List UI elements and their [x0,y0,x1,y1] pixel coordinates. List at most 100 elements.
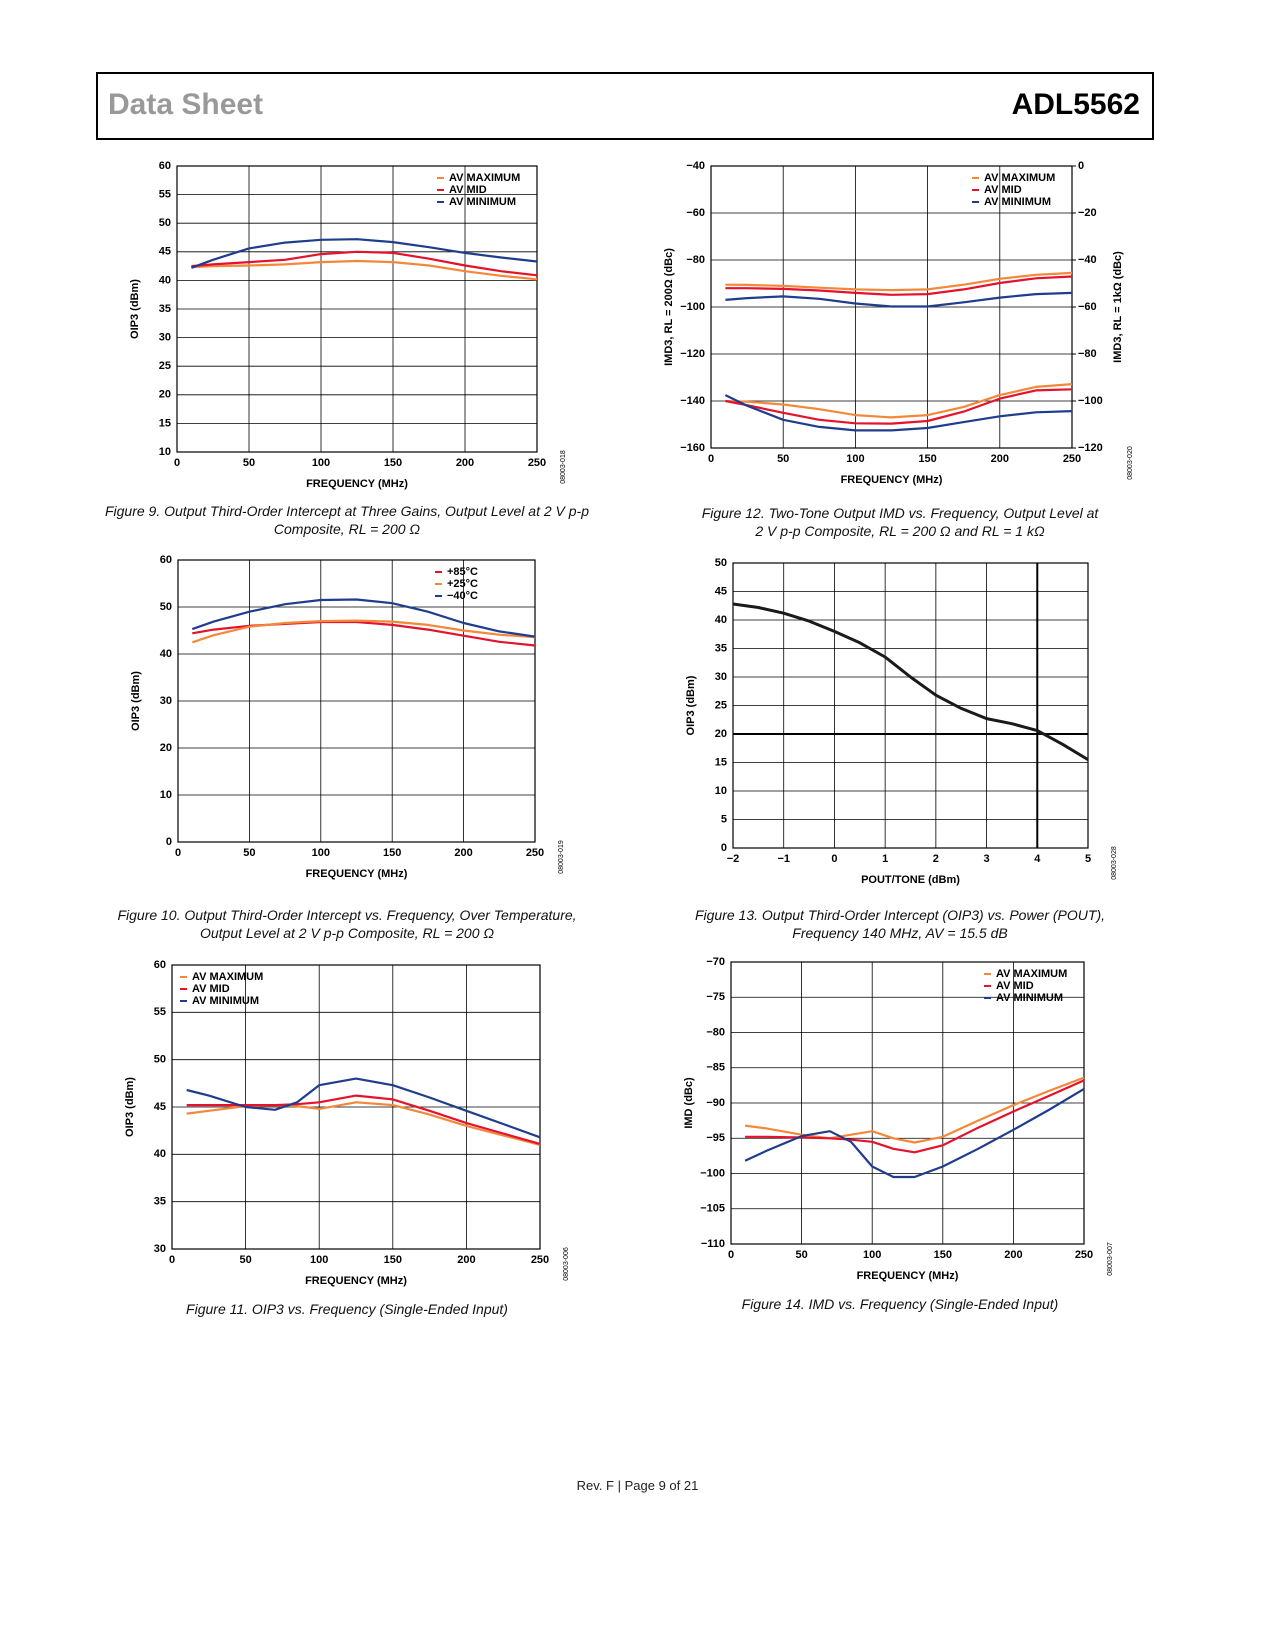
legend-label: AV MINIMUM [984,196,1051,208]
y-tick-label: 15 [159,417,171,429]
x-tick-label: 0 [831,853,837,865]
x-tick-label: 50 [243,847,255,859]
figure-code: 08003-020 [1127,446,1134,480]
figure-code: 08003-018 [560,450,567,484]
figure-caption: Figure 14. IMD vs. Frequency (Single-End… [741,1296,1059,1312]
x-tick-label: 250 [531,1254,549,1266]
y-tick-label: 10 [159,446,171,458]
figure-code: 08003-019 [558,840,565,874]
series-line [191,250,538,277]
legend-label: AV MINIMUM [996,992,1063,1004]
figure-caption: Figure 12. Two-Tone Output IMD vs. Frequ… [701,505,1099,539]
y-tick-label: −80 [686,254,705,266]
plot-frame [732,562,1089,849]
y-tick-label: −105 [700,1203,725,1215]
legend-label: AV MAXIMUM [192,971,263,983]
plot-frame [176,165,538,453]
y-tick-label: 50 [715,557,727,569]
x-tick-label: 0 [174,457,180,469]
legend-label: AV MINIMUM [192,995,259,1007]
y-tick-label: −75 [706,991,725,1003]
x-axis-label: FREQUENCY (MHz) [857,1270,959,1282]
y-tick-label: −140 [680,395,705,407]
y-axis-label: IMD3, RL = 200Ω (dBc) [663,248,675,366]
x-tick-label: 3 [984,853,990,865]
legend-label: AV MAXIMUM [996,968,1067,980]
legend-label: AV MINIMUM [449,196,516,208]
legend-label: −40°C [447,590,478,602]
x-tick-label: 200 [456,457,474,469]
y-tick-label: 50 [154,1054,166,1066]
x-tick-label: 100 [310,1254,328,1266]
x-tick-label: 2 [933,853,939,865]
x-tick-label: −1 [777,853,790,865]
series-line [725,271,1073,292]
x-tick-label: 100 [846,453,864,465]
y-tick-label: 60 [160,554,172,566]
x-axis-label: FREQUENCY (MHz) [306,478,408,490]
plot-frame [710,165,1073,449]
x-tick-label: 0 [169,1254,175,1266]
x-tick-label: 150 [384,457,402,469]
x-tick-label: 250 [528,457,546,469]
figure-caption: Figure 13. Output Third-Order Intercept … [694,907,1105,941]
y-tick-label: 0 [166,836,172,848]
y-axis-label: OIP3 (dBm) [124,1077,136,1137]
y-tick-label: 20 [159,389,171,401]
series-line [725,275,1073,296]
y2-tick-label: −120 [1078,442,1103,454]
y-tick-label: 30 [715,671,727,683]
y-tick-label: 40 [715,614,727,626]
figure-caption: Figure 11. OIP3 vs. Frequency (Single-En… [186,1301,508,1317]
y-tick-label: 45 [154,1101,166,1113]
y-tick-label: 40 [160,648,172,660]
y-tick-label: 50 [160,601,172,613]
y-tick-label: 20 [160,742,172,754]
x-tick-label: −2 [727,853,740,865]
x-tick-label: 150 [934,1249,952,1261]
y-tick-label: 50 [159,217,171,229]
y-tick-label: 25 [715,699,727,711]
x-tick-label: 0 [708,453,714,465]
x-tick-label: 150 [383,847,401,859]
y-tick-label: 30 [154,1243,166,1255]
y2-tick-label: −40 [1078,254,1097,266]
series-line [745,1079,1085,1154]
y-axis-label: OIP3 (dBm) [130,671,142,731]
x-tick-label: 150 [918,453,936,465]
footer: Rev. F | Page 9 of 21 [576,1478,699,1493]
y-tick-label: 55 [154,1006,166,1018]
x-axis-label: FREQUENCY (MHz) [841,474,943,486]
legend-label: AV MID [449,184,487,196]
y-tick-label: −70 [706,956,725,968]
figure-code: 08003-007 [1107,1242,1114,1276]
x-tick-label: 50 [777,453,789,465]
series-line [744,1076,1085,1144]
y-tick-label: 15 [715,756,727,768]
y-tick-label: 30 [159,332,171,344]
y-tick-label: 35 [715,642,727,654]
x-axis-label: FREQUENCY (MHz) [306,868,408,880]
plot-frame [177,559,536,843]
x-tick-label: 100 [863,1249,881,1261]
y-tick-label: 55 [159,189,171,201]
y-tick-label: −110 [701,1238,725,1250]
x-tick-label: 200 [454,847,472,859]
figure-caption: Figure 10. Output Third-Order Intercept … [117,907,577,941]
plot-frame [730,961,1085,1245]
legend-label: +85°C [447,566,478,578]
y2-tick-label: −60 [1078,301,1097,313]
y-tick-label: −120 [680,348,705,360]
x-tick-label: 5 [1085,853,1091,865]
y-axis-label: IMD (dBc) [683,1077,695,1129]
x-tick-label: 50 [795,1249,807,1261]
series-line [724,394,1073,432]
x-tick-label: 150 [384,1254,402,1266]
y2-axis-label: IMD3, RL = 1kΩ (dBc) [1112,251,1124,363]
y-tick-label: 35 [154,1196,166,1208]
x-tick-label: 0 [175,847,181,859]
y-tick-label: 10 [715,785,727,797]
figure-caption: Figure 9. Output Third-Order Intercept a… [104,503,589,537]
x-tick-label: 200 [991,453,1009,465]
x-axis-label: POUT/TONE (dBm) [861,874,960,886]
